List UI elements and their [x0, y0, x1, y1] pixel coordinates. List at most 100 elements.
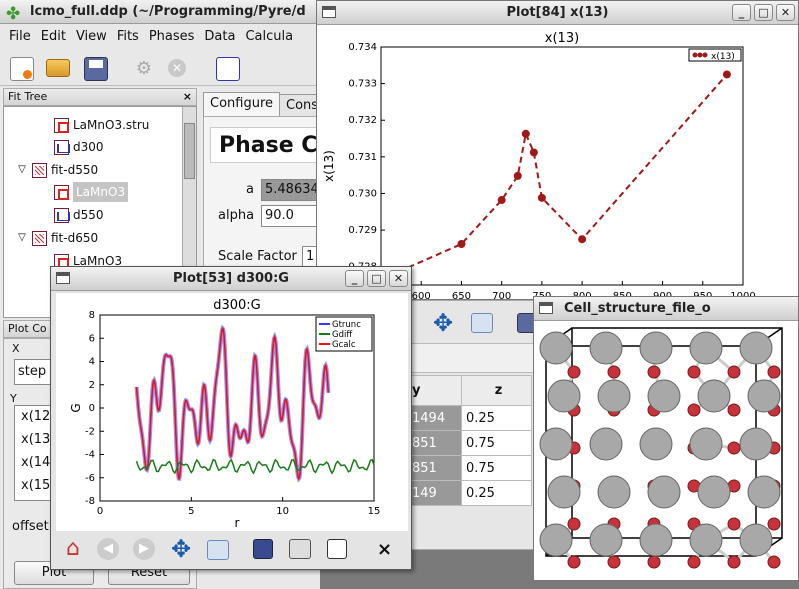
tree-item-dataset[interactable]: d300 — [54, 137, 104, 157]
tree-item-fit[interactable]: ▽ fit-d550 — [16, 160, 98, 180]
plot53-close-icon[interactable]: × — [377, 539, 393, 560]
alpha-field[interactable]: 90.0 — [261, 205, 321, 227]
menu-file[interactable]: File — [9, 29, 31, 44]
fit-tree-scrollbar[interactable] — [182, 107, 196, 317]
table-cell[interactable]: 851 — [407, 455, 462, 481]
dataset-icon — [54, 139, 70, 155]
y-tick-label: 6 — [89, 333, 95, 344]
a-field[interactable]: 5.48634 — [261, 179, 321, 201]
fit-tree-panel: LaMnO3.stru d300 ▽ fit-d550 LaMnO3 d550 ▽… — [3, 106, 197, 318]
legend-label: Gtrunc — [332, 320, 361, 330]
tree-item-fit[interactable]: ▽ fit-d650 — [16, 228, 98, 248]
scrollbar-thumb[interactable] — [184, 123, 195, 179]
table-cell[interactable]: 0.25 — [461, 480, 532, 506]
plot-data-icon[interactable] — [216, 57, 240, 81]
table-cell[interactable]: 0.75 — [461, 455, 532, 481]
data-point — [537, 193, 546, 202]
save-disk-icon[interactable] — [253, 539, 273, 559]
main-title-bar[interactable]: ✤ lcmo_full.ddp (~/Programming/Pyre/d — [0, 0, 320, 24]
subplot-config-icon[interactable] — [207, 540, 229, 560]
tree-item-label: fit-d550 — [51, 163, 99, 177]
table-cell[interactable]: 0.75 — [461, 430, 532, 456]
y-tick-label: 2 — [89, 380, 95, 391]
structure-icon — [54, 184, 69, 200]
pan-arrows-icon[interactable]: ✥ — [170, 535, 192, 563]
y-list-item[interactable]: x(13 — [21, 432, 51, 447]
legend-label: Gdiff — [332, 330, 353, 340]
metal-atom — [589, 427, 623, 461]
home-icon[interactable]: ⌂ — [66, 536, 80, 561]
table-cell[interactable]: 0.25 — [461, 405, 532, 431]
table-cell[interactable]: 1494 — [407, 405, 462, 431]
structure-title-bar[interactable]: Cell_structure_file_o — [534, 297, 798, 321]
window-menu-icon[interactable] — [56, 272, 70, 284]
new-project-icon[interactable] — [10, 57, 34, 81]
stop-icon[interactable]: ✕ — [168, 59, 186, 77]
plot53-toolbar: ⌂ ◀ ▶ ✥ × — [51, 533, 411, 569]
menu-edit[interactable]: Edit — [40, 29, 66, 44]
edit-configure-icon[interactable] — [471, 313, 493, 333]
minimize-button[interactable]: _ — [345, 270, 364, 287]
table-row[interactable]: 851 0.75 — [407, 430, 532, 456]
legend-label: x(13) — [711, 52, 735, 62]
print-icon[interactable] — [289, 539, 311, 559]
expand-chevron-icon[interactable]: ▽ — [18, 164, 26, 175]
move-arrows-icon[interactable]: ✥ — [432, 309, 454, 337]
plot53-title-bar[interactable]: Plot[53] d300:G _ □ ✕ — [51, 267, 411, 291]
metal-atom — [597, 475, 631, 509]
y-tick-label: 0 — [89, 403, 95, 414]
open-folder-icon[interactable] — [46, 59, 70, 77]
y-list-item[interactable]: x(14 — [21, 455, 51, 470]
window-menu-icon[interactable] — [539, 302, 553, 314]
maximize-button[interactable]: □ — [367, 270, 386, 287]
legend-marker — [697, 52, 703, 58]
window-menu-icon[interactable] — [322, 6, 336, 18]
table-cell[interactable]: 851 — [407, 430, 462, 456]
x-axis-label: r — [235, 516, 240, 530]
minimize-button[interactable]: _ — [732, 4, 751, 21]
menu-phases[interactable]: Phases — [148, 29, 195, 44]
y-list-item[interactable]: x(15 — [21, 478, 51, 493]
table-row[interactable]: 851 0.75 — [407, 455, 532, 481]
y-list-item[interactable]: x(12 — [21, 409, 51, 424]
menu-data[interactable]: Data — [204, 29, 236, 44]
table-header-z: z — [461, 375, 532, 406]
tree-item-structure[interactable]: LaMnO3.stru — [54, 115, 149, 135]
edit-icon[interactable] — [327, 539, 347, 559]
crystal-structure-view[interactable] — [534, 322, 798, 580]
scale-factor-label: Scale Factor — [218, 249, 297, 264]
data-point — [513, 171, 522, 180]
data-point — [521, 129, 530, 138]
fit-tree-close-icon[interactable]: × — [182, 90, 192, 103]
tree-item-label: fit-d650 — [51, 231, 99, 245]
y-axis-label: x(13) — [322, 150, 336, 182]
data-point — [457, 239, 466, 248]
legend-marker — [692, 52, 698, 58]
x-tick-label: 5 — [188, 506, 194, 517]
fit-icon — [32, 230, 47, 246]
menu-calculations[interactable]: Calcula — [245, 29, 294, 44]
forward-arrow-icon[interactable]: ▶ — [133, 538, 155, 560]
chart-title: x(13) — [545, 31, 579, 46]
back-arrow-icon[interactable]: ◀ — [97, 538, 119, 560]
maximize-button[interactable]: □ — [754, 4, 773, 21]
menu-fits[interactable]: Fits — [116, 29, 139, 44]
refine-gear-icon[interactable]: ⚙ — [135, 58, 153, 79]
x-tick-label: 650 — [452, 291, 471, 301]
close-button[interactable]: ✕ — [776, 4, 795, 21]
tree-item-dataset[interactable]: d550 — [54, 205, 104, 225]
plot53-window: Plot[53] d300:G _ □ ✕ d300:G 0 5 10 15 -8 -6 -4 -2… — [50, 266, 412, 570]
table-row[interactable]: 1494 0.25 — [407, 405, 532, 431]
tab-configure[interactable]: Configure — [203, 92, 281, 116]
expand-chevron-icon[interactable]: ▽ — [18, 232, 26, 243]
x-tick-label: 15 — [368, 506, 381, 517]
save-disk-icon[interactable] — [84, 57, 108, 81]
unit-cell-edge — [571, 327, 783, 539]
table-row[interactable]: 149 0.25 — [407, 480, 532, 506]
close-button[interactable]: ✕ — [389, 270, 408, 287]
tree-item-structure-selected[interactable]: LaMnO3 — [54, 182, 129, 202]
menu-view[interactable]: View — [75, 29, 107, 44]
plot84-title-bar[interactable]: Plot[84] x(13) _ □ ✕ — [317, 1, 798, 25]
table-cell[interactable]: 149 — [407, 480, 462, 506]
